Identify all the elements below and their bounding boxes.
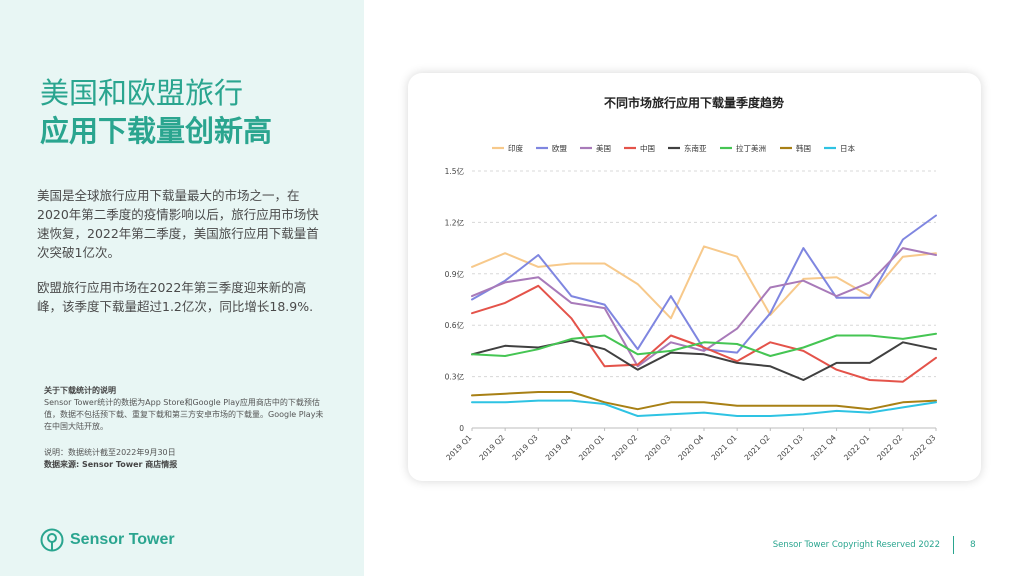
series-line [471,245,937,320]
legend-label: 韩国 [796,143,811,153]
legend-label: 美国 [596,143,611,153]
legend-label: 中国 [640,143,655,153]
legend-label: 拉丁美洲 [736,143,766,153]
sensor-tower-logo-icon [40,528,64,552]
x-tick-label: 2019 Q3 [511,433,540,462]
x-tick-label: 2019 Q4 [544,433,573,462]
series-line [471,332,937,357]
x-tick-label: 2022 Q3 [908,433,937,462]
series-line [471,391,937,411]
footer-copyright: Sensor Tower Copyright Reserved 2022 [772,540,940,550]
legend-label: 东南亚 [684,143,707,153]
x-tick-label: 2020 Q1 [577,433,606,462]
x-tick-label: 2022 Q1 [842,433,871,462]
data-note: 说明：数据统计截至2022年9月30日 数据来源: Sensor Tower 商… [44,447,329,471]
x-tick-label: 2020 Q3 [643,433,672,462]
legend-label: 欧盟 [552,143,567,153]
paragraph-2: 欧盟旅行应用市场在2022年第三季度迎来新的高峰，该季度下载量超过1.2亿次，同… [37,280,314,314]
download-note-body: Sensor Tower统计的数据为App Store和Google Play应… [44,398,324,431]
x-tick-label: 2022 Q2 [875,433,904,462]
y-tick-label: 0.9亿 [445,269,465,279]
brand-logo: Sensor Tower [40,528,175,552]
date-note: 说明：数据统计截至2022年9月30日 [44,448,176,457]
download-note-title: 关于下载统计的说明 [44,386,116,395]
series-line [471,399,937,417]
series-line [471,214,937,354]
y-tick-label: 1.5亿 [445,166,465,176]
x-tick-label: 2021 Q4 [809,433,838,462]
y-tick-label: 0.6亿 [445,320,465,330]
x-tick-label: 2019 Q2 [477,433,506,462]
headline: 美国和欧盟旅行 应用下载量创新高 [40,74,272,150]
x-tick-label: 2021 Q3 [776,433,805,462]
legend-label: 日本 [840,143,855,153]
line-chart: 不同市场旅行应用下载量季度趋势 0 0.3亿 0.6亿 0.9亿 1.2亿 1.5亿 2019… [444,95,937,462]
x-tick-label: 2021 Q2 [743,433,772,462]
headline-line-2: 应用下载量创新高 [40,114,273,148]
paragraph-1: 美国是全球旅行应用下载量最大的市场之一，在2020年第二季度的疫情影响以后，旅行… [37,188,319,260]
y-tick-label: 0.3亿 [445,372,465,382]
x-tick-label: 2020 Q4 [676,433,705,462]
series-line [471,284,937,383]
download-note: 关于下载统计的说明 Sensor Tower统计的数据为App Store和Go… [44,385,329,433]
x-tick-label: 2020 Q2 [610,433,639,462]
series-line [471,247,937,368]
data-source: 数据来源: Sensor Tower 商店情报 [44,460,178,469]
headline-line-1: 美国和欧盟旅行 [40,76,244,110]
left-panel: 美国和欧盟旅行 应用下载量创新高 美国是全球旅行应用下载量最大的市场之一，在20… [0,0,364,576]
y-tick-label: 0 [459,424,464,433]
x-tick-label: 2019 Q1 [444,433,473,462]
page-number: 8 [970,540,976,550]
x-tick-label: 2021 Q1 [709,433,738,462]
y-tick-label: 1.2亿 [445,217,465,227]
chart-card: 不同市场旅行应用下载量季度趋势 0 0.3亿 0.6亿 0.9亿 1.2亿 1.5亿 2019… [408,73,981,481]
legend-label: 印度 [508,143,523,153]
chart-title: 不同市场旅行应用下载量季度趋势 [604,95,784,110]
footer-divider [953,536,954,554]
brand-name: Sensor Tower [70,531,175,548]
